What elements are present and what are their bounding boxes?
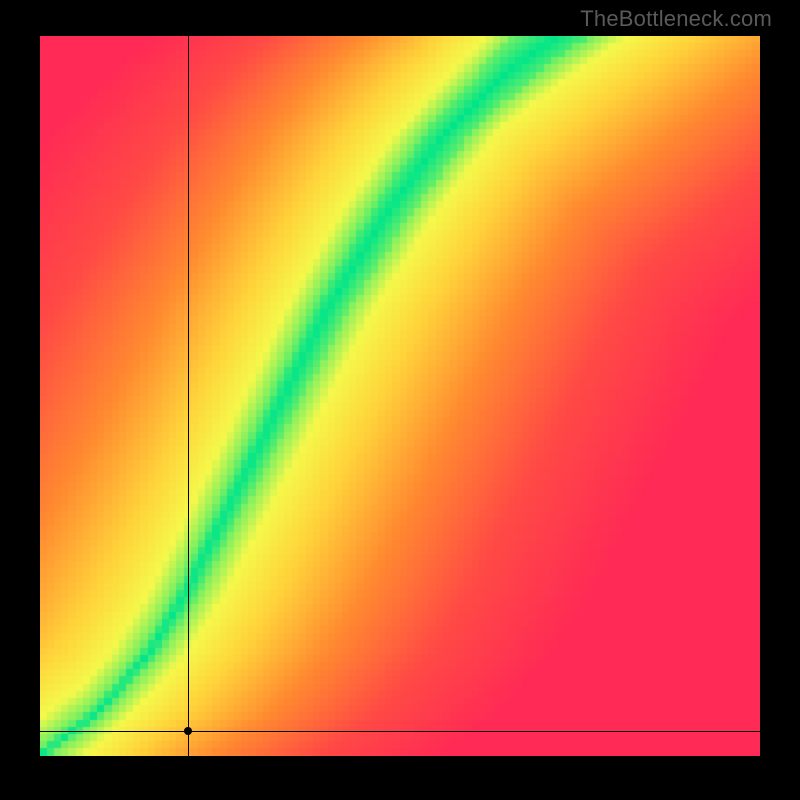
crosshair-marker — [184, 727, 192, 735]
heatmap-plot — [40, 36, 760, 756]
crosshair-vertical — [188, 36, 189, 756]
crosshair-horizontal — [40, 731, 760, 732]
watermark-text: TheBottleneck.com — [580, 6, 772, 32]
heatmap-canvas — [40, 36, 760, 756]
